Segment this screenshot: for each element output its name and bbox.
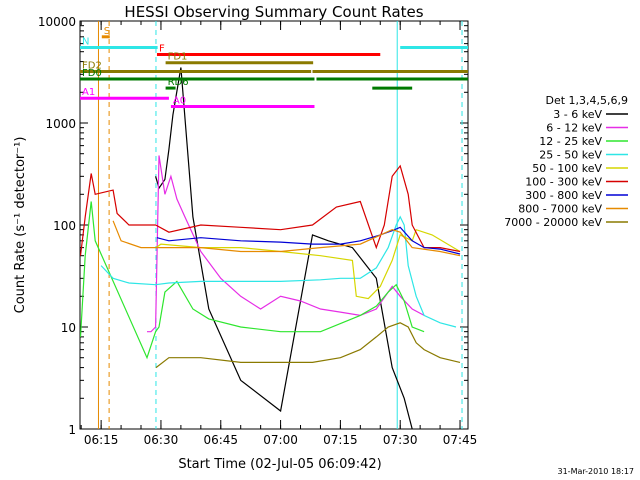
y-tick-label: 1 [68, 423, 76, 437]
legend-label: 6 - 12 keV [546, 122, 602, 135]
y-axis-label: Count Rate (s⁻¹ detector⁻¹) [13, 137, 28, 314]
x-tick-label: 06:45 [203, 433, 238, 447]
x-tick-label: 06:30 [144, 433, 179, 447]
legend-label: 25 - 50 keV [539, 149, 602, 162]
flag-label-a1: A1 [82, 87, 95, 98]
x-tick-label: 07:45 [443, 433, 478, 447]
chart-title: HESSI Observing Summary Count Rates [124, 3, 423, 21]
legend-title: Det 1,3,4,5,6,9 [545, 94, 628, 107]
series-line-800-7000-kev [112, 220, 461, 257]
legend-label: 12 - 25 keV [539, 135, 602, 148]
x-axis-label: Start Time (02-Jul-05 06:09:42) [178, 457, 381, 472]
flag-label-rd6: RD6 [168, 77, 189, 88]
legend-label: 800 - 7000 keV [518, 203, 602, 216]
legend-label: 100 - 300 keV [525, 176, 602, 189]
flag-label-fd0: FD0 [82, 68, 102, 79]
y-tick-label: 1000 [45, 117, 76, 131]
y-tick-label: 100 [53, 219, 76, 233]
series-layer [80, 67, 461, 429]
series-line-12-25-kev [80, 201, 425, 360]
y-axis: 1 10 100 1000 10000 [38, 15, 468, 437]
legend-label: 7000 - 20000 keV [504, 216, 602, 229]
footer-timestamp: 31-Mar-2010 18:17 [558, 467, 635, 476]
y-tick-label: 10000 [38, 15, 76, 29]
y-tick-label: 10 [61, 321, 76, 335]
flag-label-n: N [82, 36, 89, 47]
flag-label-fd1: FD1 [168, 52, 188, 63]
series-line-3-6-kev [155, 67, 413, 429]
legend-label: 300 - 800 keV [525, 189, 602, 202]
series-line-100-300-kev [80, 164, 461, 256]
flag-label-a0: A0 [173, 96, 186, 107]
legend-label: 50 - 100 keV [532, 162, 602, 175]
flag-label-f: F [159, 43, 165, 54]
series-line-6-12-kev [147, 155, 425, 333]
series-line-25-50-kev [100, 215, 457, 328]
x-tick-label: 07:30 [383, 433, 418, 447]
x-tick-label: 07:15 [323, 433, 358, 447]
x-axis: 06:15 06:30 06:45 07:00 07:15 07:30 07:45 [80, 21, 478, 447]
series-line-300-800-kev [156, 226, 461, 255]
series-line-50-100-kev [155, 228, 461, 300]
legend-label: 3 - 6 keV [553, 108, 602, 121]
flag-label-fd2: FD2 [82, 60, 102, 71]
x-tick-label: 07:00 [263, 433, 298, 447]
x-tick-label: 06:15 [84, 433, 119, 447]
series-line-7000-20000-kev [155, 322, 461, 369]
flag-label-s: S [104, 26, 110, 37]
